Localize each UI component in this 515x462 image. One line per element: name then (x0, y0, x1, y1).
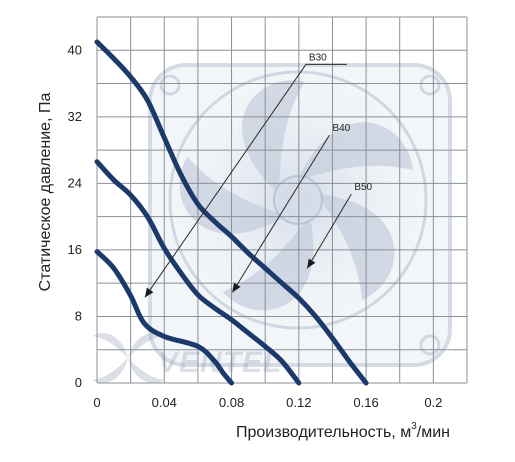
annotation-layer: B30 B40 B50 (144, 52, 373, 298)
arrowhead-b50 (307, 258, 316, 269)
curve-b30 (94, 249, 235, 386)
y-axis-ticks: 0 8 16 24 32 40 (68, 42, 82, 390)
series-label-b30: B30 (309, 52, 327, 63)
y-tick-label: 16 (68, 242, 82, 257)
y-tick-label: 32 (68, 109, 82, 124)
series-label-b40: B40 (332, 123, 350, 134)
curve-b50 (94, 39, 369, 386)
leader-line-b30 (144, 64, 307, 298)
y-tick-label: 8 (75, 308, 82, 323)
curve-b40 (94, 159, 302, 386)
x-axis-ticks: 0 0.04 0.08 0.12 0.16 0.2 (93, 395, 442, 410)
series-layer (94, 39, 369, 386)
y-tick-label: 40 (68, 42, 82, 57)
y-tick-label: 0 (75, 375, 82, 390)
x-tick-label: 0.04 (152, 395, 177, 410)
y-tick-label: 24 (68, 175, 82, 190)
x-axis-label-main: Производительность, м (236, 424, 411, 441)
x-axis-label-superscript: 3 (411, 421, 417, 432)
x-tick-label: 0.08 (219, 395, 244, 410)
x-tick-label: 0.2 (424, 395, 442, 410)
grid-lines (96, 16, 468, 384)
y-axis-label: Статическое давление, Па (37, 93, 54, 292)
x-axis-label-suffix: /мин (417, 424, 450, 441)
x-tick-label: 0 (93, 395, 100, 410)
leader-line-b40 (231, 134, 330, 293)
x-tick-label: 0.12 (286, 395, 311, 410)
x-axis-label: Производительность, м3/мин (236, 421, 450, 441)
fan-background-image (148, 63, 452, 367)
arrowhead-b30 (144, 287, 154, 298)
x-tick-label: 0.16 (353, 395, 378, 410)
series-label-b50: B50 (354, 182, 372, 193)
watermark-text: VENTEL (158, 346, 282, 379)
arrowhead-b40 (232, 282, 241, 293)
leader-line-b50 (306, 193, 352, 269)
